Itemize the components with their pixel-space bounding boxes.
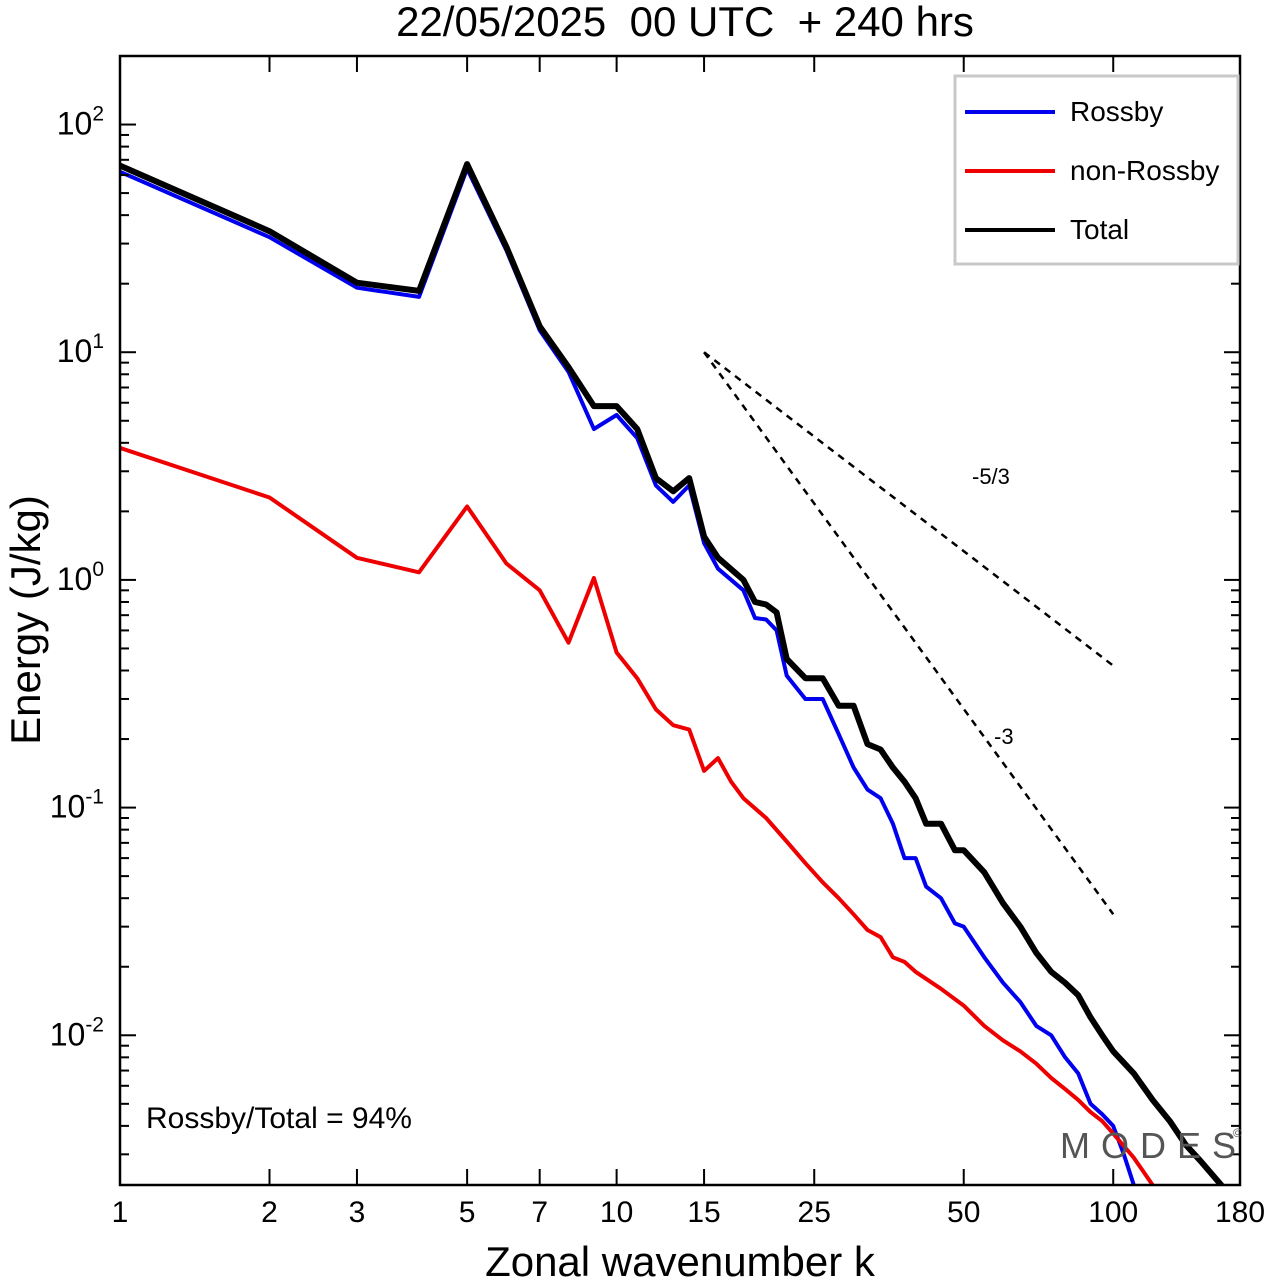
slope-label-five-thirds: -5/3	[972, 464, 1010, 489]
chart-legend: Rossby non-Rossby Total	[953, 74, 1240, 266]
reference-line-1	[703, 351, 1114, 667]
x-tick-label: 2	[261, 1196, 278, 1229]
series-line-total	[120, 161, 1225, 1185]
x-tick-label: 5	[459, 1196, 476, 1229]
x-tick-labels: 1 2 3 5 7 10 15 25 50 100 180	[112, 1196, 1265, 1229]
x-axis-label: Zonal wavenumber k	[485, 1238, 876, 1281]
ratio-annotation: Rossby/Total = 94%	[146, 1102, 412, 1135]
y-tick-label: 102	[57, 103, 104, 142]
x-tick-label: 10	[600, 1196, 633, 1229]
x-tick-label: 1	[112, 1196, 129, 1229]
x-tick-label: 25	[798, 1196, 831, 1229]
reference-slope-labels: -5/3 -3	[972, 464, 1014, 749]
series-line-non-rossby	[120, 445, 1155, 1185]
watermark-text: MODES	[1060, 1125, 1247, 1166]
y-tick-label: 101	[57, 330, 104, 369]
x-tick-label: 50	[947, 1196, 980, 1229]
x-tick-label: 180	[1215, 1196, 1265, 1229]
y-axis-label: Energy (J/kg)	[2, 495, 49, 745]
x-tick-label: 100	[1088, 1196, 1138, 1229]
y-tick-label: 10-1	[50, 786, 104, 825]
chart-title: 22/05/2025 00 UTC + 240 hrs	[396, 0, 974, 45]
plot-frame	[118, 54, 1242, 1187]
modes-watermark: MODES ©	[1060, 1125, 1247, 1166]
x-tick-label: 7	[531, 1196, 548, 1229]
series-line-rossby	[120, 166, 1136, 1185]
y-tick-label: 10-2	[50, 1013, 104, 1052]
legend-label-total: Total	[1070, 214, 1129, 245]
legend-label-non-rossby: non-Rossby	[1070, 155, 1219, 186]
reference-slope-lines	[703, 351, 1115, 916]
x-tick-label: 15	[687, 1196, 720, 1229]
slope-label-three: -3	[994, 724, 1014, 749]
series-lines	[120, 161, 1225, 1185]
y-tick-label: 100	[57, 558, 104, 597]
x-tick-label: 3	[349, 1196, 366, 1229]
y-tick-labels: 10-2 10-1 100 101 102	[50, 103, 104, 1053]
watermark-copyright-mark: ©	[1233, 1126, 1242, 1140]
legend-label-rossby: Rossby	[1070, 96, 1163, 127]
